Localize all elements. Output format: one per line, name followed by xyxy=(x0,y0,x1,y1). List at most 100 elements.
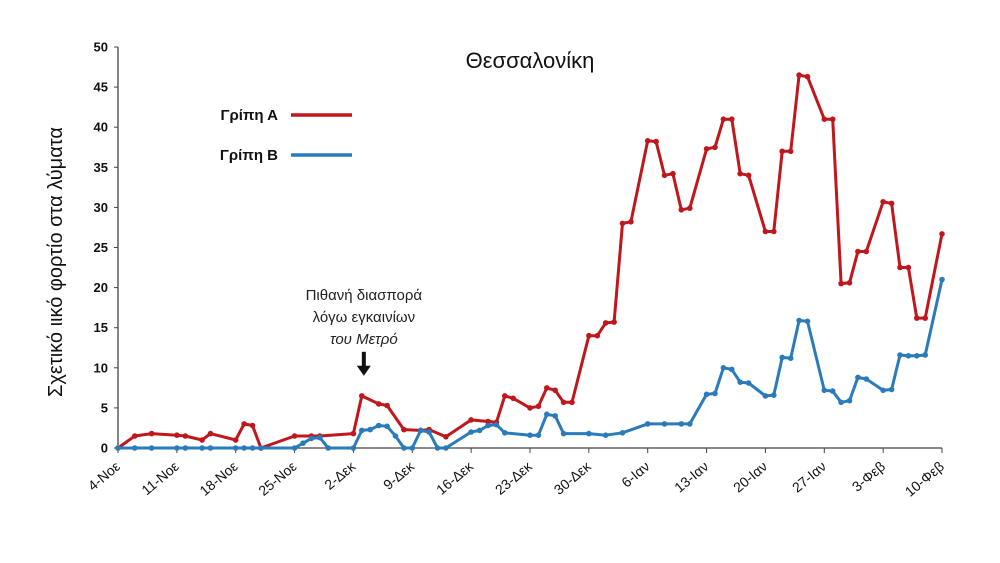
data-point xyxy=(602,320,609,326)
data-point xyxy=(880,199,886,205)
data-point xyxy=(644,421,651,427)
x-tick-label: 23-Δεκ xyxy=(492,457,536,497)
data-point xyxy=(745,380,752,386)
data-point xyxy=(384,402,390,409)
x-tick-label: 20-Ιαν xyxy=(730,458,770,495)
data-point xyxy=(762,393,769,399)
data-point xyxy=(241,445,247,451)
data-point xyxy=(905,264,912,271)
annotation: Πιθανή διασπορά λόγω εγκαινίων του Μετρό xyxy=(306,287,423,376)
data-point xyxy=(586,430,592,437)
data-point xyxy=(661,172,668,179)
data-point xyxy=(720,116,727,122)
data-point xyxy=(308,435,315,442)
data-point xyxy=(863,376,870,382)
data-point xyxy=(619,220,626,227)
data-point xyxy=(829,388,836,394)
y-tick-label: 20 xyxy=(94,280,108,295)
series-line xyxy=(116,73,944,450)
data-point xyxy=(468,417,474,423)
data-point xyxy=(796,317,802,324)
data-point xyxy=(586,332,592,339)
data-point xyxy=(644,138,651,144)
data-point xyxy=(611,319,617,325)
data-point xyxy=(846,397,853,404)
data-point xyxy=(703,391,710,398)
data-point xyxy=(174,445,180,451)
data-point xyxy=(527,405,533,411)
data-point xyxy=(888,200,895,207)
data-point xyxy=(922,315,928,321)
data-point xyxy=(174,432,180,439)
data-point xyxy=(443,434,449,440)
data-point xyxy=(771,392,777,398)
data-point xyxy=(560,430,567,437)
data-point xyxy=(426,429,432,435)
series-line xyxy=(116,278,944,450)
data-point xyxy=(888,386,895,393)
series-lines xyxy=(115,72,945,451)
data-point xyxy=(939,231,945,237)
data-point xyxy=(199,437,205,443)
data-point xyxy=(922,352,928,358)
data-point xyxy=(148,430,155,437)
annotation-text: Πιθανή διασπορά xyxy=(306,287,423,304)
data-point xyxy=(132,433,138,439)
x-tick-label: 9-Δεκ xyxy=(380,457,418,492)
data-point xyxy=(821,116,828,122)
data-point xyxy=(914,315,920,321)
data-point xyxy=(855,248,861,255)
data-point xyxy=(249,445,256,451)
data-point xyxy=(493,421,500,428)
x-axis: 4-Νοε 11-Νοε 18-Νοε 25-Νοε 2-Δεκ 9-Δεκ 16-Δεκ 2… xyxy=(85,447,947,500)
data-point xyxy=(544,385,550,391)
data-point xyxy=(619,430,626,436)
data-point xyxy=(653,138,659,145)
x-tick-label: 2-Δεκ xyxy=(321,457,359,492)
data-point xyxy=(687,421,693,427)
y-axis-label: Σχετικό ιικό φορτίο στα λύματα xyxy=(45,127,67,397)
data-point xyxy=(291,433,298,439)
data-point xyxy=(880,387,886,394)
y-tick-label: 10 xyxy=(94,360,108,375)
data-point xyxy=(359,393,365,399)
x-tick-label: 11-Νοε xyxy=(138,458,181,498)
data-point xyxy=(678,207,685,213)
data-point xyxy=(544,411,550,418)
x-tick-label: 18-Νοε xyxy=(196,458,240,499)
y-axis: 0 5 10 15 20 25 30 35 40 45 50 xyxy=(94,40,119,456)
data-point xyxy=(905,353,912,359)
x-tick-label: 25-Νοε xyxy=(255,458,299,499)
data-point xyxy=(350,445,357,451)
data-point xyxy=(232,437,239,443)
y-tick-label: 40 xyxy=(94,120,108,135)
chart-title: Θεσσαλονίκη xyxy=(466,48,595,73)
data-point xyxy=(510,395,516,402)
data-point xyxy=(829,116,836,122)
data-point xyxy=(897,264,903,271)
data-point xyxy=(249,422,256,429)
data-point xyxy=(720,365,727,371)
data-point xyxy=(232,445,239,451)
annotation-arrow xyxy=(356,351,371,376)
data-point xyxy=(762,228,769,235)
legend-label: Γρίπη Β xyxy=(220,147,278,164)
data-point xyxy=(687,205,693,211)
x-tick-label: 27-Ιαν xyxy=(789,458,829,495)
data-point xyxy=(729,116,735,122)
x-tick-label: 6-Ιαν xyxy=(618,458,652,490)
data-point xyxy=(712,390,718,397)
data-point xyxy=(434,445,441,451)
data-point xyxy=(661,421,668,427)
data-point xyxy=(703,146,710,152)
data-point xyxy=(838,399,844,406)
data-point xyxy=(401,426,407,433)
x-tick-label: 3-Φεβ xyxy=(849,458,888,495)
data-point xyxy=(485,422,491,429)
data-point xyxy=(535,432,542,439)
legend: Γρίπη Α Γρίπη Β xyxy=(220,107,352,164)
data-point xyxy=(527,432,533,439)
data-point xyxy=(367,426,374,433)
x-tick-label: 13-Ιαν xyxy=(671,458,711,495)
data-point xyxy=(241,421,247,427)
